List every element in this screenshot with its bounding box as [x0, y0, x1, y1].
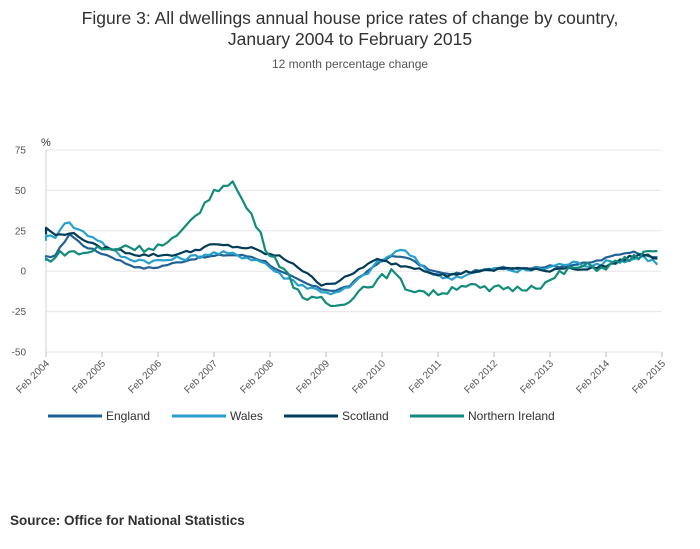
legend-label: England [106, 409, 150, 423]
chart-title-line-2: January 2004 to February 2015 [228, 29, 472, 49]
y-tick-label: 75 [15, 146, 27, 157]
chart-title-line-1: Figure 3: All dwellings annual house pri… [82, 8, 619, 28]
legend-label: Scotland [342, 409, 389, 423]
y-tick-label: -50 [12, 348, 27, 359]
x-tick-label: Feb 2005 [70, 358, 108, 396]
legend: England Wales Scotland Northern Ireland [48, 409, 555, 423]
series-line-wales [44, 221, 659, 296]
y-axis-unit-label: % [41, 137, 51, 149]
y-axis-ticks: -50 -25 0 25 50 75 [12, 146, 27, 359]
x-tick-label: Feb 2009 [294, 358, 332, 396]
y-tick-label: 25 [15, 226, 27, 237]
series-line-northern-ireland [44, 180, 658, 308]
x-tick-label: Feb 2007 [182, 358, 220, 396]
x-tick-label: Feb 2006 [126, 358, 164, 396]
x-tick-label: Feb 2004 [14, 358, 52, 396]
x-tick-label: Feb 2012 [462, 358, 500, 396]
x-tick-label: Feb 2015 [630, 358, 668, 396]
source-note: Source: Office for National Statistics [10, 513, 245, 528]
x-tick-label: Feb 2011 [407, 358, 444, 395]
y-tick-label: -25 [12, 307, 27, 318]
legend-label: Northern Ireland [468, 409, 555, 423]
y-tick-label: 0 [20, 267, 26, 278]
y-tick-label: 50 [15, 186, 27, 197]
legend-label: Wales [230, 409, 263, 423]
gridlines [45, 149, 662, 353]
x-tick-label: Feb 2013 [518, 358, 556, 396]
chart-subtitle: 12 month percentage change [272, 57, 428, 71]
series-line-scotland [44, 226, 658, 287]
x-tick-label: Feb 2008 [238, 358, 276, 396]
x-tick-label: Feb 2014 [574, 358, 612, 396]
x-axis-ticks: Feb 2004 Feb 2005 Feb 2006 Feb 2007 Feb 2008… [14, 352, 668, 396]
series-lines [44, 180, 659, 308]
series-line-england [44, 233, 658, 292]
x-tick-label: Feb 2010 [350, 358, 388, 396]
